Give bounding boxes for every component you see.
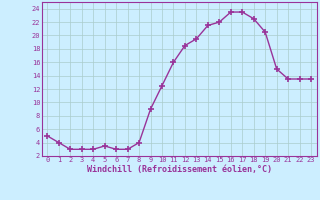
X-axis label: Windchill (Refroidissement éolien,°C): Windchill (Refroidissement éolien,°C): [87, 165, 272, 174]
